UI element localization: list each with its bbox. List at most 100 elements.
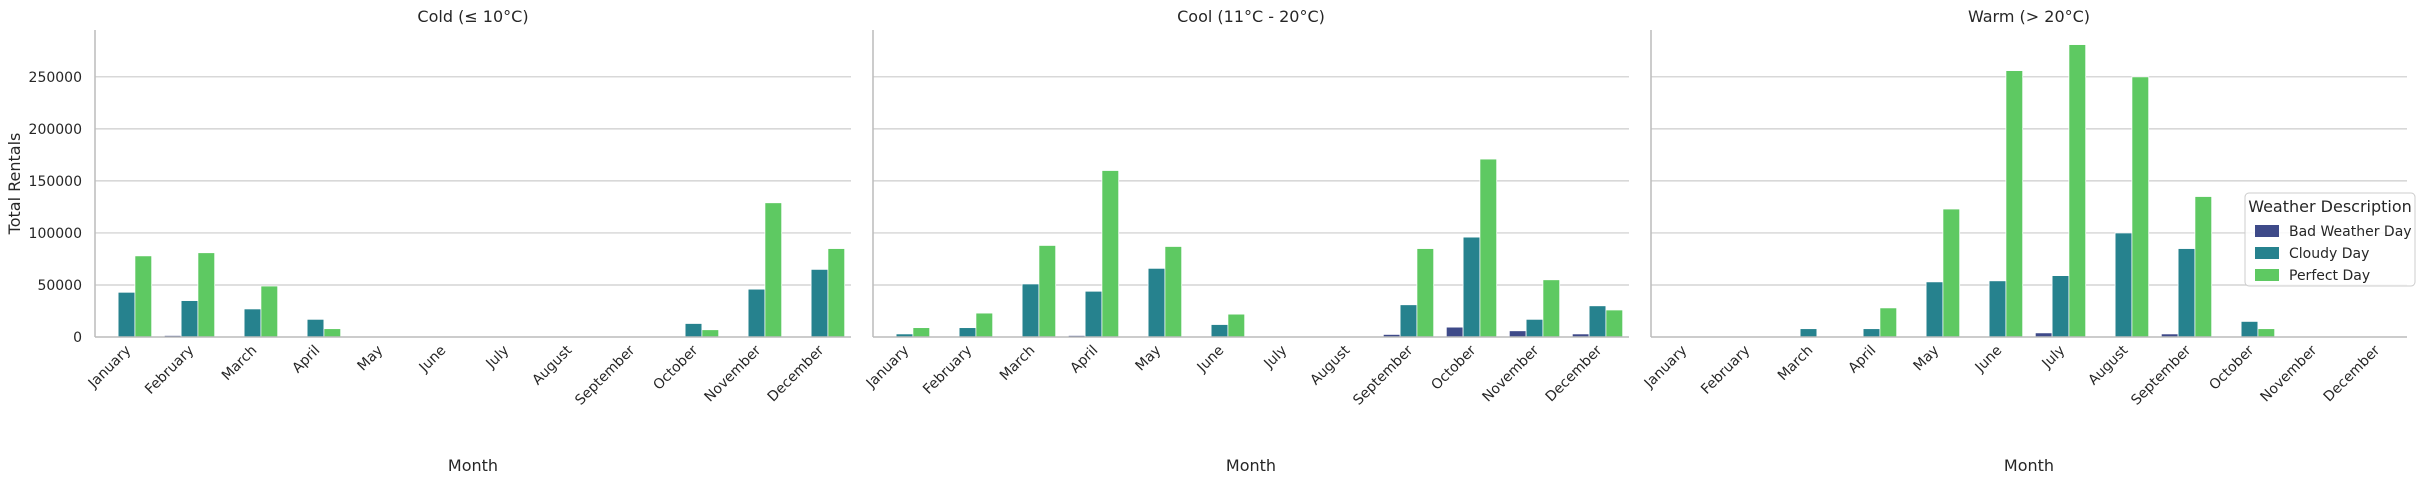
bar-cloudy-day-december xyxy=(810,268,829,338)
x-tick-label: February xyxy=(1698,343,1753,398)
y-axis-label: Total Rentals xyxy=(5,133,24,236)
x-tick-label: August xyxy=(2085,342,2131,388)
y-tick-label: 50000 xyxy=(37,278,82,294)
x-axis-label: Month xyxy=(1226,456,1276,475)
x-tick-label: May xyxy=(1911,343,1943,375)
x-tick-label: November xyxy=(1480,342,1543,405)
bar-cloudy-day-october xyxy=(684,323,703,338)
x-tick-label: May xyxy=(355,343,387,375)
legend-entry-bad-weather-day: Bad Weather Day xyxy=(2289,224,2412,240)
bar-perfect-day-october xyxy=(701,329,720,338)
x-tick-label: April xyxy=(1067,343,1101,377)
x-tick-label: September xyxy=(2128,342,2194,408)
x-tick-label: September xyxy=(572,342,638,408)
bar-perfect-day-january xyxy=(912,327,931,338)
legend-entry-perfect-day: Perfect Day xyxy=(2289,268,2370,284)
bar-bad-weather-day-october xyxy=(1445,326,1464,338)
panel-2: January February March April May June July Augu… xyxy=(863,7,1629,475)
bar-cloudy-day-april xyxy=(1084,290,1103,338)
bar-perfect-day-december xyxy=(1605,309,1624,338)
bar-cloudy-day-august xyxy=(2114,232,2133,338)
x-tick-label: June xyxy=(416,343,450,377)
bar-cloudy-day-may xyxy=(1925,281,1944,338)
y-tick-label: 250000 xyxy=(29,70,82,86)
x-tick-label: October xyxy=(2206,342,2257,393)
x-tick-label: April xyxy=(1845,343,1879,377)
x-tick-label: January xyxy=(85,343,135,393)
bar-cloudy-day-april xyxy=(1862,328,1881,338)
x-tick-label: September xyxy=(1350,342,1416,408)
bar-perfect-day-july xyxy=(2068,44,2087,338)
bar-perfect-day-december xyxy=(827,248,846,338)
bar-perfect-day-april xyxy=(1879,307,1898,338)
bar-cloudy-day-october xyxy=(2240,320,2259,338)
x-tick-label: December xyxy=(2321,342,2384,405)
bar-perfect-day-september xyxy=(1416,248,1435,338)
x-tick-label: August xyxy=(1307,342,1353,388)
bar-perfect-day-november xyxy=(1542,279,1561,338)
bar-cloudy-day-january xyxy=(117,291,136,338)
legend-swatch-perfect-day xyxy=(2255,269,2279,281)
legend-title: Weather Description xyxy=(2248,197,2412,216)
bar-perfect-day-february xyxy=(975,312,994,338)
legend-swatch-bad-weather-day xyxy=(2255,225,2279,237)
bar-cloudy-day-june xyxy=(1210,324,1229,338)
panel-title: Cool (11°C - 20°C) xyxy=(1177,7,1325,26)
bar-cloudy-day-september xyxy=(1399,304,1418,338)
bar-cloudy-day-october xyxy=(1462,236,1481,338)
bar-cloudy-day-march xyxy=(1021,283,1040,338)
bar-perfect-day-may xyxy=(1942,208,1961,338)
y-tick-label: 100000 xyxy=(29,226,82,242)
x-tick-label: February xyxy=(142,343,197,398)
legend-swatch-cloudy-day xyxy=(2255,247,2279,259)
bar-perfect-day-march xyxy=(1038,245,1057,338)
x-tick-label: October xyxy=(650,342,701,393)
bar-cloudy-day-march xyxy=(243,308,262,338)
x-tick-label: June xyxy=(1972,343,2006,377)
bar-perfect-day-august xyxy=(2131,76,2150,338)
x-tick-label: July xyxy=(1260,343,1290,373)
x-tick-label: July xyxy=(482,343,512,373)
bar-perfect-day-may xyxy=(1164,246,1183,338)
bar-perfect-day-october xyxy=(2257,328,2276,338)
x-tick-label: August xyxy=(529,342,575,388)
bar-cloudy-day-november xyxy=(747,288,766,338)
bar-cloudy-day-november xyxy=(1525,318,1544,338)
panel-title: Warm (> 20°C) xyxy=(1968,7,2090,26)
x-tick-label: December xyxy=(1543,342,1606,405)
bar-cloudy-day-april xyxy=(306,318,325,338)
bar-cloudy-day-february xyxy=(958,327,977,338)
bar-cloudy-day-march xyxy=(1799,328,1818,338)
y-tick-label: 150000 xyxy=(29,174,82,190)
x-axis-label: Month xyxy=(2004,456,2054,475)
bar-perfect-day-april xyxy=(1101,170,1120,338)
x-tick-label: March xyxy=(219,343,260,384)
bar-bad-weather-day-november xyxy=(1508,330,1527,338)
bar-perfect-day-february xyxy=(197,252,216,338)
legend-entry-cloudy-day: Cloudy Day xyxy=(2289,246,2369,262)
bar-perfect-day-april xyxy=(323,328,342,338)
x-tick-label: April xyxy=(289,343,323,377)
x-tick-label: February xyxy=(920,343,975,398)
legend-box xyxy=(2244,192,2416,287)
x-tick-label: November xyxy=(702,342,765,405)
x-tick-label: October xyxy=(1428,342,1479,393)
bar-perfect-day-march xyxy=(260,285,279,338)
x-tick-label: March xyxy=(997,343,1038,384)
x-tick-label: January xyxy=(863,343,913,393)
legend: Weather Description Bad Weather Day Cloudy… xyxy=(2244,192,2416,287)
panel-1: January February March April May June July Augu… xyxy=(5,7,851,475)
y-tick-label: 0 xyxy=(73,330,82,346)
bar-perfect-day-january xyxy=(134,255,153,338)
bar-cloudy-day-december xyxy=(1588,305,1607,338)
x-tick-label: January xyxy=(1641,343,1691,393)
bar-cloudy-day-september xyxy=(2177,248,2196,338)
bar-cloudy-day-may xyxy=(1147,267,1166,338)
x-tick-label: June xyxy=(1194,343,1228,377)
bar-perfect-day-october xyxy=(1479,158,1498,338)
bar-perfect-day-june xyxy=(2005,70,2024,338)
x-tick-label: December xyxy=(765,342,828,405)
x-tick-label: May xyxy=(1133,343,1165,375)
bar-perfect-day-november xyxy=(764,202,783,338)
